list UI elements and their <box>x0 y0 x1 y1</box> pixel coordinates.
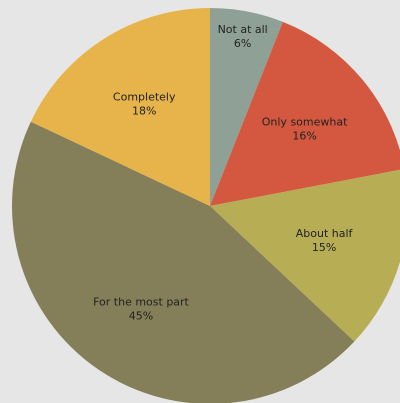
slice-label-completely: Completely <box>113 90 176 103</box>
slice-label-for-the-most-part: For the most part <box>93 296 189 309</box>
slice-value-only-somewhat: 16% <box>292 130 316 143</box>
slice-label-only-somewhat: Only somewhat <box>262 116 348 129</box>
slice-value-for-the-most-part: 45% <box>129 310 153 323</box>
pie-slice-not-at-all <box>210 8 283 206</box>
pie-slice-completely <box>30 8 211 206</box>
slice-value-completely: 18% <box>132 104 156 117</box>
slice-value-not-at-all: 6% <box>234 37 251 50</box>
slice-label-about-half: About half <box>296 227 354 240</box>
slice-label-not-at-all: Not at all <box>218 23 268 36</box>
pie-slice-for-the-most-part <box>12 121 355 403</box>
pie-slices <box>12 8 400 403</box>
slice-value-about-half: 15% <box>312 241 336 254</box>
pie-slice-about-half <box>210 169 400 342</box>
pie-slice-only-somewhat <box>210 21 400 206</box>
